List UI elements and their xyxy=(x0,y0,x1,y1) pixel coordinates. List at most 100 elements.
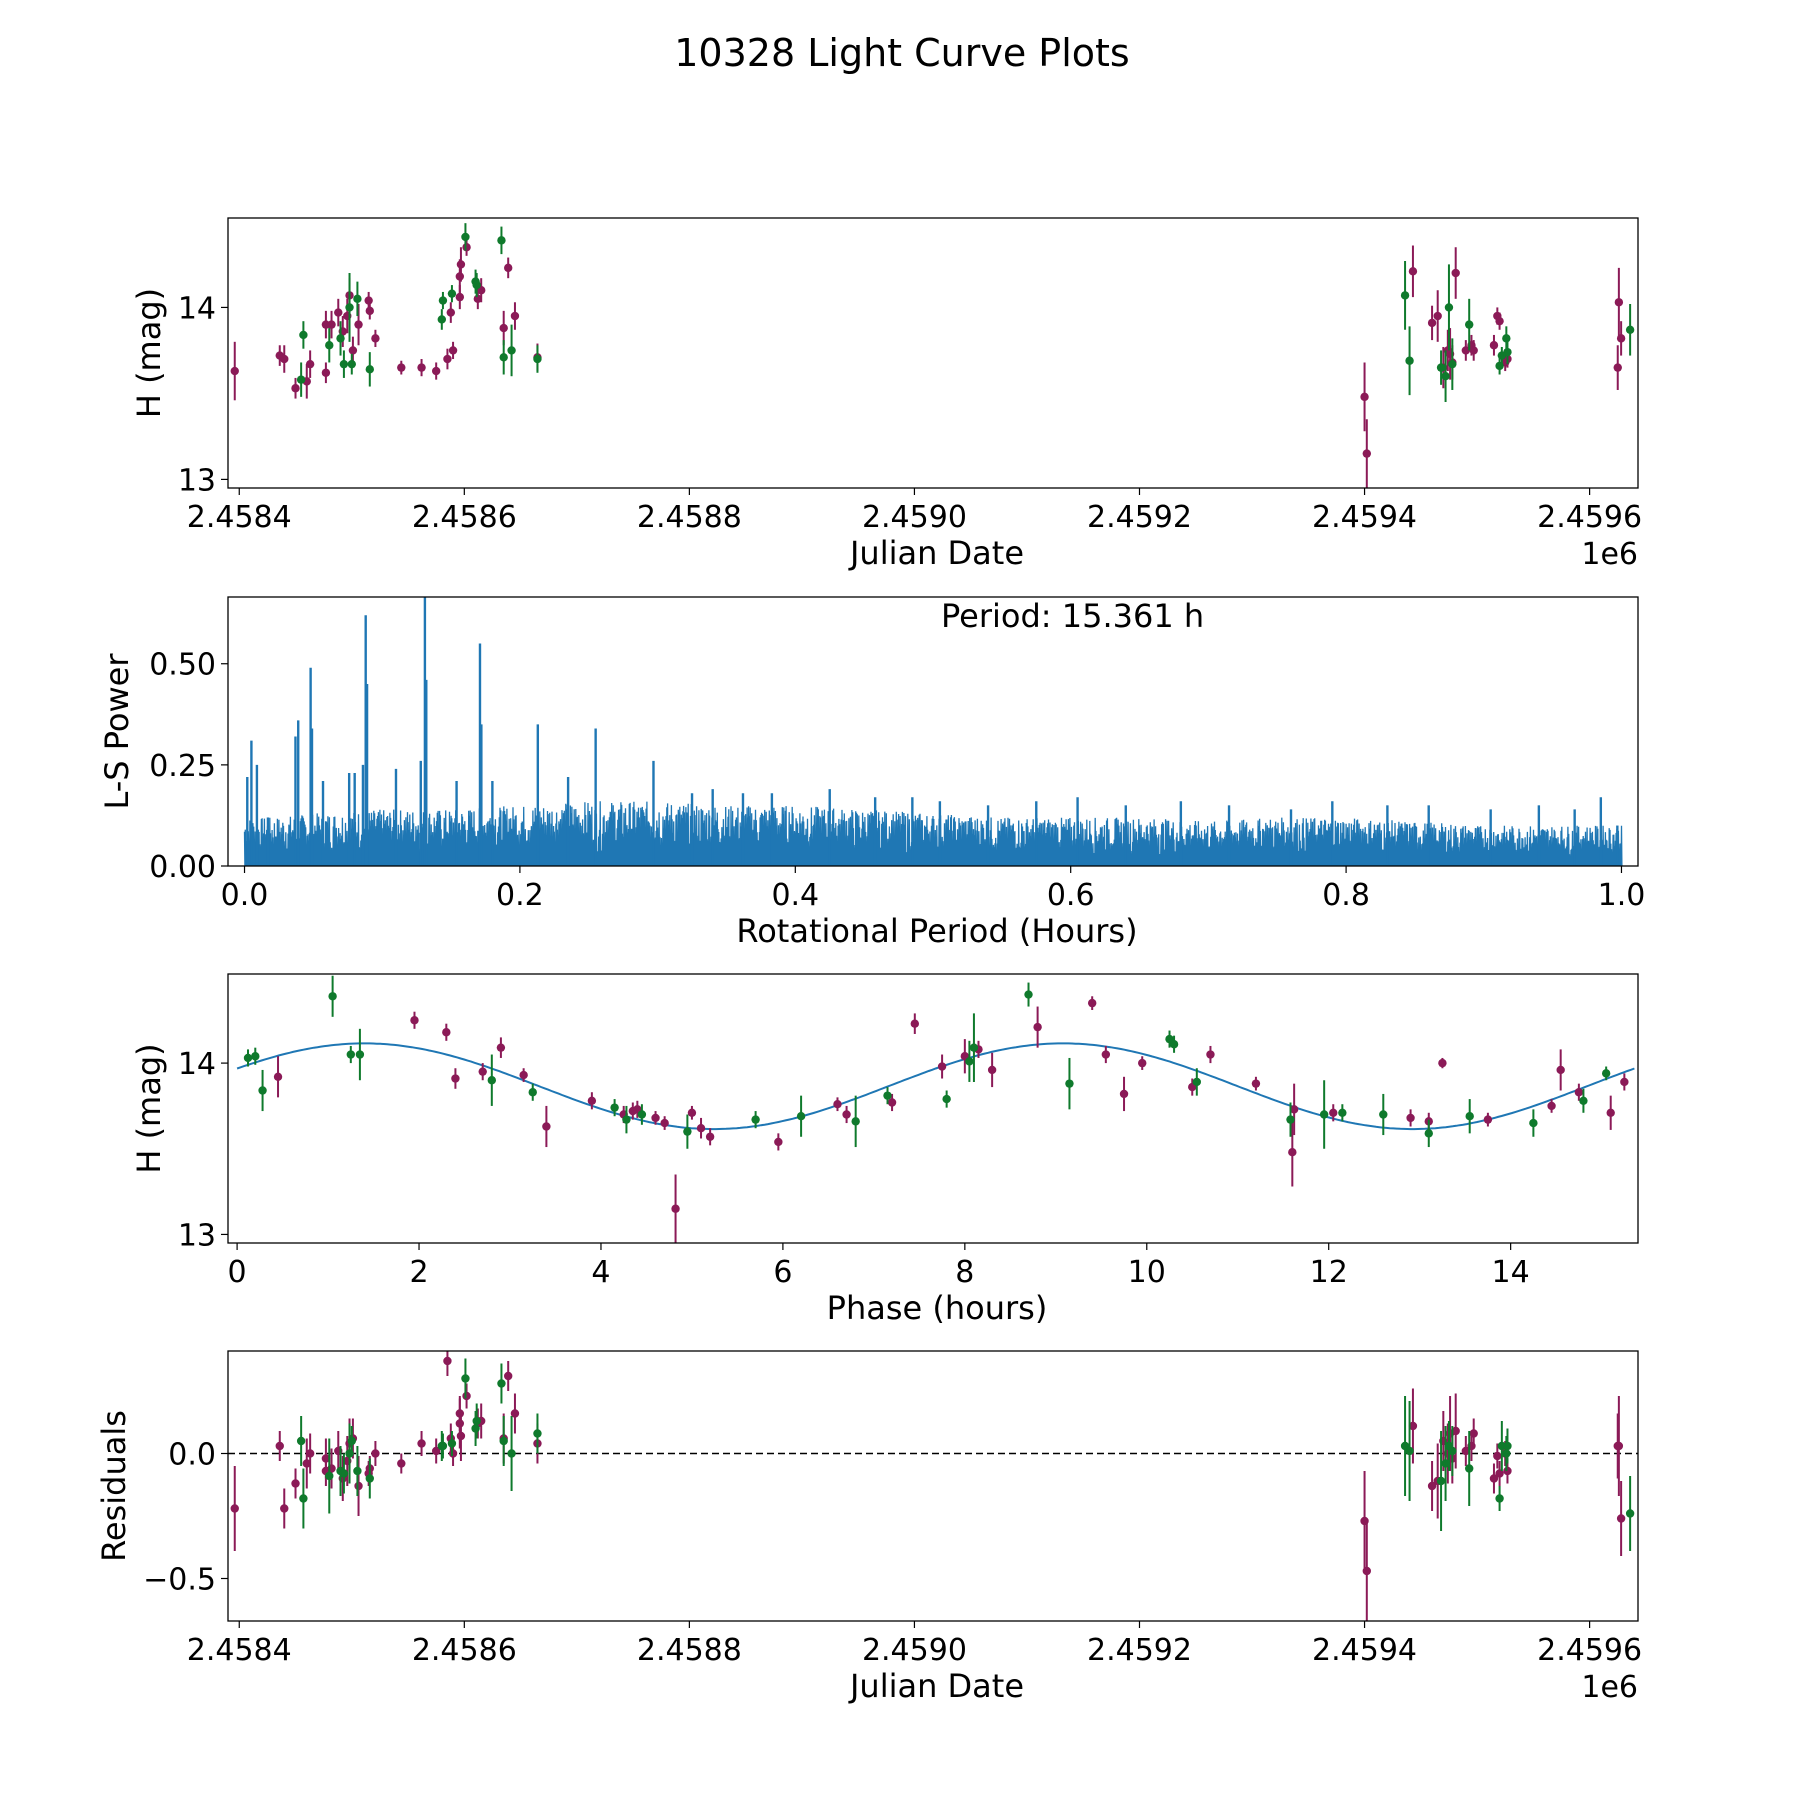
data-point-green xyxy=(251,1052,260,1061)
data-point-magenta xyxy=(1614,298,1624,307)
x-tick-label: 1.0 xyxy=(1598,878,1646,913)
data-point-green xyxy=(1503,1441,1512,1451)
data-point-magenta xyxy=(448,1449,458,1458)
x-axis-label: Julian Date xyxy=(848,1667,1024,1705)
data-point-green xyxy=(258,1086,267,1095)
data-point-green xyxy=(438,296,448,305)
data-point-green xyxy=(1379,1110,1388,1119)
data-point-magenta xyxy=(499,323,508,333)
data-point-magenta xyxy=(455,292,465,302)
data-point-green xyxy=(1495,1494,1504,1503)
data-point-magenta xyxy=(417,1439,426,1448)
data-point-magenta xyxy=(503,263,513,273)
data-point-magenta xyxy=(937,1062,947,1071)
data-point-green xyxy=(507,346,516,355)
plot-frame xyxy=(227,217,1639,489)
plot-area xyxy=(243,597,1623,866)
data-point-magenta xyxy=(1616,334,1626,343)
x-tick-label: 2.4586 xyxy=(412,500,517,535)
data-point-green xyxy=(472,280,481,290)
data-point-magenta xyxy=(887,1098,897,1107)
data-point-green xyxy=(365,1474,374,1483)
data-point-magenta xyxy=(510,1409,520,1418)
x-axis-label: Rotational Period (Hours) xyxy=(736,912,1137,950)
data-point-magenta xyxy=(455,272,465,281)
data-point-magenta xyxy=(842,1110,851,1119)
data-point-magenta xyxy=(542,1122,551,1131)
y-axis-label: Residuals xyxy=(95,1410,133,1562)
data-point-green xyxy=(355,1050,365,1059)
y-tick-label: 0.25 xyxy=(149,749,216,784)
data-point-green xyxy=(1424,1129,1433,1138)
data-point-magenta xyxy=(462,1391,471,1401)
data-point-magenta xyxy=(1438,1058,1447,1068)
plot-frame xyxy=(227,1350,1639,1622)
data-point-magenta xyxy=(1288,1147,1297,1157)
data-point-magenta xyxy=(587,1096,597,1105)
data-point-green xyxy=(965,1057,974,1066)
data-point-green xyxy=(1625,325,1635,334)
x-tick-label: 2.4590 xyxy=(862,500,967,535)
data-point-green xyxy=(487,1076,497,1085)
data-point-magenta xyxy=(417,363,426,372)
data-point-green xyxy=(1503,347,1512,357)
data-point-magenta xyxy=(660,1118,669,1128)
data-point-magenta xyxy=(456,1431,466,1441)
data-point-magenta xyxy=(1613,363,1622,372)
data-point-magenta xyxy=(1362,1566,1372,1576)
data-point-magenta xyxy=(1206,1050,1215,1059)
x-tick-label: 2 xyxy=(409,1255,428,1290)
data-point-magenta xyxy=(696,1124,706,1133)
data-point-magenta xyxy=(1461,1446,1471,1456)
data-point-magenta xyxy=(1119,1089,1129,1099)
data-point-magenta xyxy=(431,366,441,376)
y-axis-label: H (mag) xyxy=(130,1043,168,1173)
panel-periodogram: 0.0 0.2 0.4 0.6 0.8 1.0 0.00 0.25 0.50 Rotational… xyxy=(98,596,1646,950)
y-tick-label: 13 xyxy=(178,463,216,498)
data-point-green xyxy=(328,992,337,1001)
data-point-magenta xyxy=(1408,1421,1418,1431)
data-point-magenta xyxy=(1489,341,1499,350)
data-point-green xyxy=(1448,359,1457,369)
data-point-magenta xyxy=(1461,346,1471,355)
data-point-magenta xyxy=(446,308,456,317)
data-point-magenta xyxy=(1495,1469,1504,1478)
data-point-magenta xyxy=(365,306,374,316)
data-point-magenta xyxy=(1483,1115,1493,1124)
data-point-green xyxy=(533,354,542,364)
data-point-green xyxy=(1529,1118,1538,1128)
x-tick-label: 2.4592 xyxy=(1087,500,1192,535)
data-point-green xyxy=(622,1115,631,1124)
data-point-magenta xyxy=(1574,1088,1584,1097)
y-tick-label: 0.0 xyxy=(168,1438,216,1473)
data-point-magenta xyxy=(397,1459,406,1468)
data-point-green xyxy=(751,1115,760,1124)
data-point-green xyxy=(1579,1096,1588,1105)
x-offset-label: 1e6 xyxy=(1581,1670,1638,1705)
data-point-green xyxy=(1465,1464,1474,1473)
data-point-magenta xyxy=(1469,346,1478,355)
data-point-magenta xyxy=(503,1371,513,1381)
data-point-magenta xyxy=(291,384,300,393)
data-point-magenta xyxy=(1251,1079,1261,1088)
x-tick-label: 0.8 xyxy=(1322,878,1370,913)
data-point-green xyxy=(461,1374,470,1383)
data-point-magenta xyxy=(1427,318,1437,328)
data-point-magenta xyxy=(305,1449,315,1458)
y-tick-label: 14 xyxy=(178,1047,216,1082)
data-point-magenta xyxy=(321,1454,331,1463)
data-point-green xyxy=(1436,363,1446,372)
data-point-magenta xyxy=(671,1204,680,1213)
data-point-magenta xyxy=(1087,998,1097,1008)
data-point-magenta xyxy=(1620,1077,1629,1087)
x-tick-label: 0.4 xyxy=(771,878,819,913)
data-point-magenta xyxy=(1556,1065,1565,1075)
data-point-magenta xyxy=(651,1113,660,1123)
data-point-magenta xyxy=(456,260,466,269)
data-point-magenta xyxy=(431,1446,441,1456)
x-tick-label: 2.4590 xyxy=(862,1633,967,1668)
x-tick-label: 4 xyxy=(591,1255,610,1290)
plot-area xyxy=(236,975,1635,1243)
data-point-magenta xyxy=(1427,1481,1437,1491)
y-tick-label: 14 xyxy=(178,291,216,326)
